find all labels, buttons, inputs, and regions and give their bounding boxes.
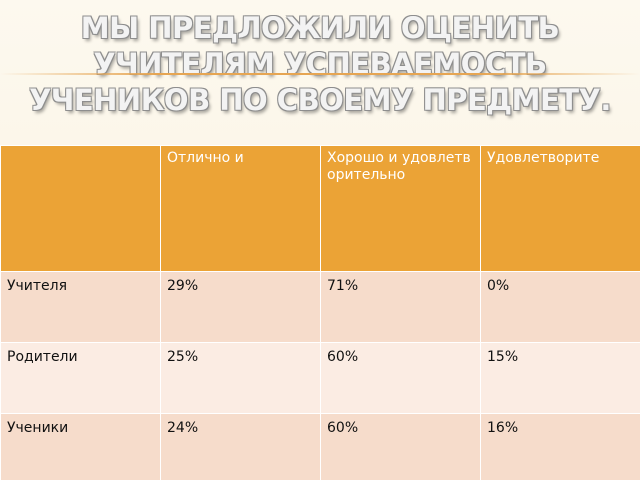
grades-table: Отлично и Хорошо и удовлетворительно Удо… bbox=[0, 145, 640, 480]
row-label: Ученики bbox=[0, 413, 161, 480]
table-header-row: Отлично и Хорошо и удовлетворительно Удо… bbox=[0, 145, 640, 272]
table-header-cell: Хорошо и удовлетворительно bbox=[320, 145, 481, 272]
table-cell: 71% bbox=[320, 271, 481, 343]
table-cell: 25% bbox=[160, 342, 321, 414]
table-header-cell: Удовлетворите bbox=[480, 145, 640, 272]
slide-title: МЫ ПРЕДЛОЖИЛИ ОЦЕНИТЬ УЧИТЕЛЯМ УСПЕВАЕМО… bbox=[29, 11, 611, 117]
table-cell: 24% bbox=[160, 413, 321, 480]
table-row: Родители 25% 60% 15% bbox=[0, 342, 640, 414]
table-cell: 60% bbox=[320, 413, 481, 480]
table-cell: 60% bbox=[320, 342, 481, 414]
table-header-cell: Отлично и bbox=[160, 145, 321, 272]
table-row: Ученики 24% 60% 16% bbox=[0, 413, 640, 480]
row-label: Учителя bbox=[0, 271, 161, 343]
table-cell: 15% bbox=[480, 342, 640, 414]
row-label: Родители bbox=[0, 342, 161, 414]
table-cell: 16% bbox=[480, 413, 640, 480]
table-header-corner bbox=[0, 145, 161, 272]
table-row: Учителя 29% 71% 0% bbox=[0, 271, 640, 343]
title-accent-line bbox=[0, 73, 640, 75]
table-cell: 29% bbox=[160, 271, 321, 343]
table-cell: 0% bbox=[480, 271, 640, 343]
